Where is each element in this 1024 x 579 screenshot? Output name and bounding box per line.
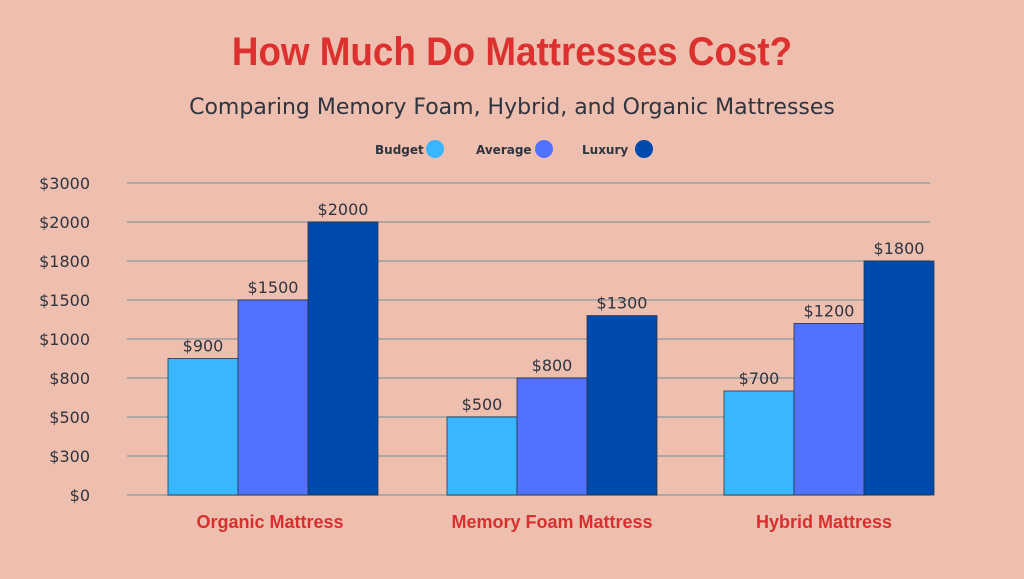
x-category-label: Memory Foam Mattress (451, 512, 652, 532)
y-tick-label: $300 (49, 447, 90, 466)
x-category-label: Organic Mattress (196, 512, 343, 532)
bar (793, 322, 865, 496)
data-label: $1200 (804, 301, 855, 320)
y-tick-label: $1500 (39, 291, 90, 310)
data-label: $1300 (597, 294, 648, 313)
y-tick-label: $800 (49, 369, 90, 388)
y-tick-label: $3000 (39, 174, 90, 193)
data-label: $1500 (248, 278, 299, 297)
legend-swatch (535, 140, 553, 158)
legend-swatch (426, 140, 444, 158)
legend-label: Luxury (582, 143, 628, 157)
y-tick-label: $0 (70, 486, 90, 505)
x-category-label: Hybrid Mattress (756, 512, 892, 532)
data-label: $900 (183, 337, 224, 356)
y-tick-label: $2000 (39, 213, 90, 232)
bar (167, 358, 239, 496)
bar (723, 390, 795, 496)
chart-subtitle: Comparing Memory Foam, Hybrid, and Organ… (189, 95, 835, 120)
y-tick-label: $500 (49, 408, 90, 427)
data-label: $700 (739, 369, 780, 388)
bar (516, 377, 588, 496)
legend-label: Budget (375, 143, 424, 157)
legend-swatch (635, 140, 653, 158)
data-label: $1800 (874, 239, 925, 258)
bar (307, 221, 379, 496)
data-label: $800 (532, 356, 573, 375)
bar (446, 416, 518, 496)
bar (237, 299, 309, 496)
bar (863, 260, 935, 496)
bar (586, 315, 658, 496)
data-label: $2000 (318, 200, 369, 219)
legend-label: Average (476, 143, 532, 157)
y-tick-label: $1800 (39, 252, 90, 271)
data-label: $500 (462, 395, 503, 414)
y-tick-label: $1000 (39, 330, 90, 349)
chart-title: How Much Do Mattresses Cost? (231, 30, 793, 74)
